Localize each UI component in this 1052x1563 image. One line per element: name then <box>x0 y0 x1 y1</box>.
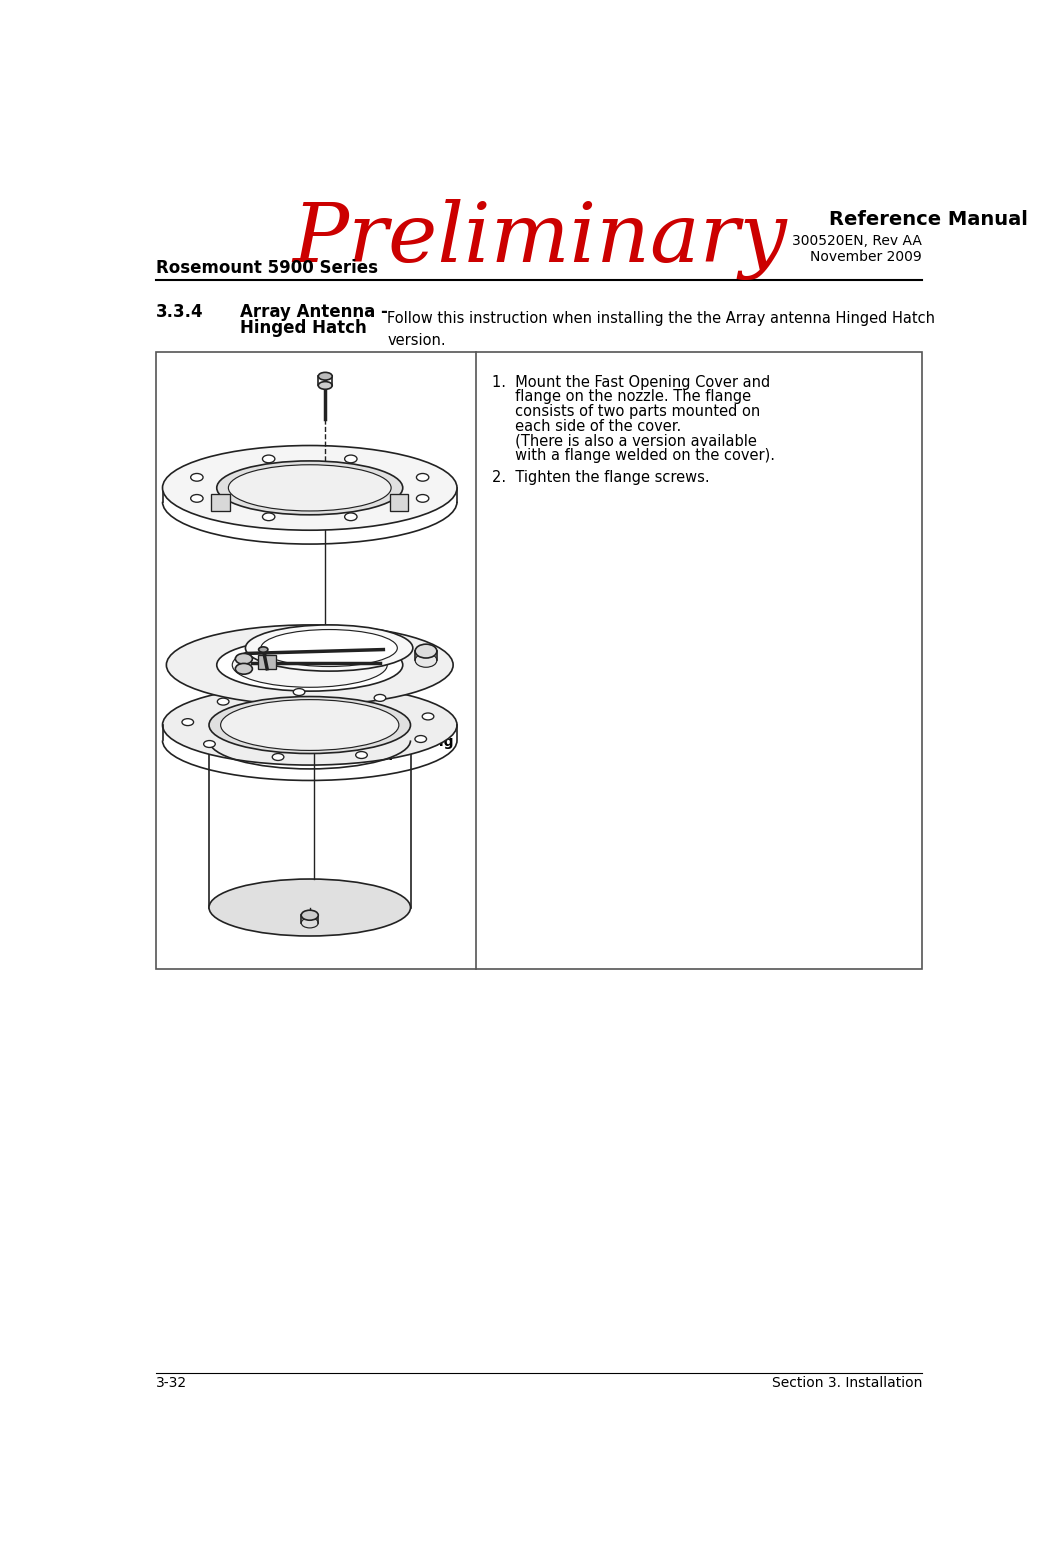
Ellipse shape <box>262 513 275 520</box>
Text: each side of the cover.: each side of the cover. <box>492 419 681 435</box>
Ellipse shape <box>375 694 386 702</box>
Ellipse shape <box>162 445 457 530</box>
Ellipse shape <box>272 753 284 761</box>
Bar <box>258 655 277 669</box>
Text: (There is also a version available: (There is also a version available <box>492 433 756 449</box>
Ellipse shape <box>414 736 426 742</box>
Ellipse shape <box>228 464 391 511</box>
Ellipse shape <box>166 625 453 705</box>
Ellipse shape <box>209 878 410 936</box>
Ellipse shape <box>217 461 403 514</box>
Ellipse shape <box>182 719 194 725</box>
Text: Preliminary: Preliminary <box>291 200 787 280</box>
Ellipse shape <box>190 494 203 502</box>
Text: Cover: Cover <box>350 749 396 763</box>
Text: consists of two parts mounted on: consists of two parts mounted on <box>492 405 761 419</box>
Ellipse shape <box>416 644 437 658</box>
Text: Hinged Hatch: Hinged Hatch <box>240 319 367 336</box>
Text: Fast Opening: Fast Opening <box>350 735 453 749</box>
Text: Reference Manual: Reference Manual <box>829 211 1028 230</box>
Ellipse shape <box>232 642 387 688</box>
Ellipse shape <box>345 455 357 463</box>
Bar <box>157 352 922 969</box>
Ellipse shape <box>301 917 319 928</box>
Ellipse shape <box>209 697 410 753</box>
Ellipse shape <box>417 474 429 481</box>
Text: 300520EN, Rev AA: 300520EN, Rev AA <box>792 234 922 249</box>
Ellipse shape <box>301 910 319 921</box>
Ellipse shape <box>261 630 398 666</box>
Ellipse shape <box>221 700 399 750</box>
Ellipse shape <box>259 647 268 652</box>
Text: Gasket: Gasket <box>209 635 263 649</box>
Text: Rosemount 5900 Series: Rosemount 5900 Series <box>157 259 379 277</box>
Ellipse shape <box>217 639 403 691</box>
Text: Section 3. Installation: Section 3. Installation <box>771 1377 922 1391</box>
Bar <box>389 494 408 511</box>
Ellipse shape <box>294 689 305 696</box>
Text: with a flange welded on the cover).: with a flange welded on the cover). <box>492 449 775 463</box>
Text: flange on the nozzle. The flange: flange on the nozzle. The flange <box>492 389 751 405</box>
Ellipse shape <box>416 653 437 667</box>
Ellipse shape <box>162 685 457 764</box>
Text: Array Antenna -: Array Antenna - <box>240 303 388 322</box>
Text: 3-32: 3-32 <box>157 1377 187 1391</box>
Ellipse shape <box>319 381 332 389</box>
Ellipse shape <box>245 625 412 671</box>
Ellipse shape <box>218 699 229 705</box>
Bar <box>211 494 230 511</box>
Ellipse shape <box>345 513 357 520</box>
Text: November 2009: November 2009 <box>810 250 922 264</box>
Ellipse shape <box>262 455 275 463</box>
Text: 2.  Tighten the flange screws.: 2. Tighten the flange screws. <box>492 470 709 486</box>
Ellipse shape <box>236 653 252 664</box>
Ellipse shape <box>236 663 252 674</box>
Ellipse shape <box>356 752 367 758</box>
Text: Flange: Flange <box>221 497 274 510</box>
Text: Follow this instruction when installing the the Array antenna Hinged Hatch
versi: Follow this instruction when installing … <box>387 311 935 349</box>
Ellipse shape <box>319 372 332 380</box>
Ellipse shape <box>204 741 216 747</box>
Text: 1.  Mount the Fast Opening Cover and: 1. Mount the Fast Opening Cover and <box>492 375 770 389</box>
Ellipse shape <box>417 494 429 502</box>
Ellipse shape <box>422 713 433 721</box>
Text: 3.3.4: 3.3.4 <box>157 303 204 322</box>
Ellipse shape <box>190 474 203 481</box>
